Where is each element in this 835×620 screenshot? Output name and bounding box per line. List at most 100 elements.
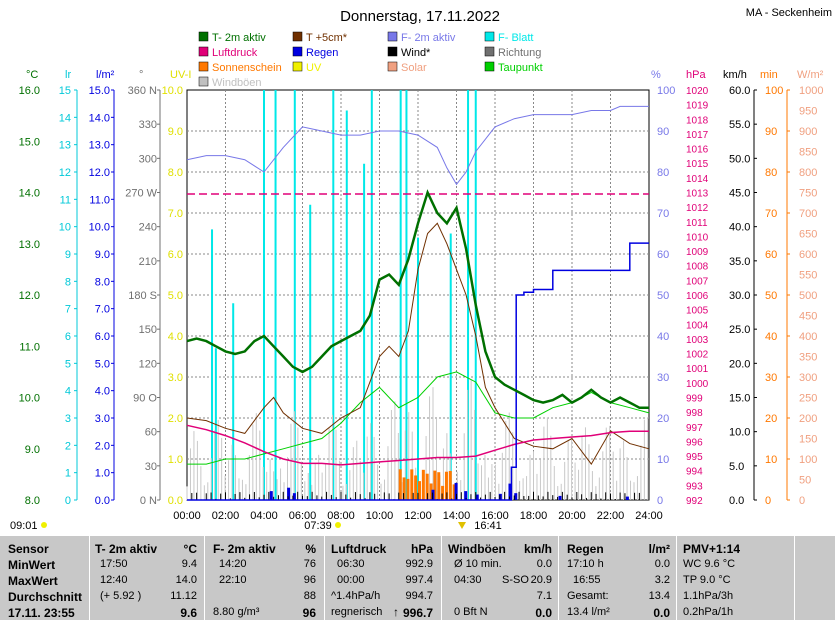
axis-tick-label: 40	[765, 331, 777, 343]
sunshine-bar	[425, 473, 429, 500]
chart-title: Donnerstag, 17.11.2022	[340, 8, 500, 25]
axis-tick-label: 6.0	[168, 249, 183, 261]
axis-tick-label: 330	[139, 119, 157, 131]
legend-label: Sonnenschein	[212, 62, 282, 74]
legend-label: Regen	[306, 47, 338, 59]
axis-tick-label: 700	[799, 208, 817, 220]
axis-tick-label: 1000	[686, 379, 709, 390]
axis-tick-label: 100	[657, 85, 675, 97]
axis-tick-label: 750	[799, 188, 817, 200]
row-label-max: MaxWert	[8, 574, 58, 588]
x-tick-label: 12:00	[404, 510, 432, 522]
sunshine-bar	[402, 477, 406, 500]
t2m-unit: °C	[183, 542, 197, 556]
legend-swatch	[484, 46, 495, 57]
axis-tick-label: 10	[765, 454, 777, 466]
legend-label: Taupunkt	[498, 62, 543, 74]
axis-tick-label: 40	[657, 331, 669, 343]
axis-tick-label: 10.0	[729, 427, 750, 439]
summary-table: Sensor MinWert MaxWert Durchschnitt 17.1…	[0, 536, 835, 620]
f2m-header: F- 2m aktiv	[213, 542, 276, 556]
t2m-column: T- 2m aktiv °C 17:50 9.4 12:40 14.0 (+ 5…	[90, 536, 205, 620]
axis-tick-label: 8.0	[95, 276, 110, 288]
axis-tick-label: 2.0	[168, 413, 183, 425]
axis-tick-label: 8.0	[168, 167, 183, 179]
axis-tick-label: 13.0	[89, 140, 110, 152]
axis-tick-label: 1017	[686, 130, 709, 141]
axis-tick-label: 12	[59, 167, 71, 179]
axis-tick-label: 1009	[686, 247, 709, 258]
luft-current: 996.7	[402, 606, 433, 620]
luft-avg: 994.7	[405, 590, 433, 602]
rain-bar	[508, 483, 512, 500]
axis-tick-label: 0	[765, 495, 771, 507]
axis-unit-label: °C	[26, 69, 38, 81]
series-line-t-5cm-	[186, 222, 650, 466]
legend-swatch	[387, 31, 398, 42]
axis-tick-label: 1003	[686, 335, 709, 346]
legend-swatch	[198, 61, 209, 72]
axis-tick-label: 50.0	[729, 153, 750, 165]
axis-tick-label: 210	[139, 256, 157, 268]
axis-tick-label: 270 W	[125, 188, 157, 200]
regen-r1-label: 17:10 h	[567, 558, 604, 570]
axis-tick-label: 300	[799, 372, 817, 384]
axis-tick-label: 16.0	[19, 85, 40, 97]
f2m-current: 96	[302, 606, 316, 620]
pmv-header: PMV+1:14	[683, 542, 741, 556]
legend-swatch	[198, 31, 209, 42]
axis-tick-label: 350	[799, 352, 817, 364]
sunshine-bar	[452, 484, 456, 500]
sunset-marker-icon	[458, 522, 466, 529]
f2m-avg: 88	[303, 590, 316, 602]
axis-tick-label: 1016	[686, 145, 709, 156]
axis-tick-label: 10.0	[89, 222, 110, 234]
sensor-column: Sensor MinWert MaxWert Durchschnitt 17.1…	[0, 536, 90, 620]
axis-tick-label: 900	[799, 126, 817, 138]
axis-tick-label: 7	[65, 304, 71, 316]
rain-bar	[292, 493, 296, 500]
wind-header: Windböen	[448, 542, 506, 556]
x-tick-label: 16:00	[481, 510, 509, 522]
axis-tick-label: 150	[139, 324, 157, 336]
axis-tick-label: 15.0	[729, 393, 750, 405]
axis-tick-label: 9.0	[168, 126, 183, 138]
regen-header: Regen	[567, 542, 604, 556]
legend-label: Luftdruck	[212, 47, 258, 59]
axis-tick-label: 1005	[686, 306, 709, 317]
axis-tick-label: 30	[765, 372, 777, 384]
legend-label: UV	[306, 62, 322, 74]
t2m-min: 9.4	[181, 558, 197, 570]
legend-label: Wind*	[401, 47, 431, 59]
x-tick-label: 22:00	[597, 510, 625, 522]
f2m-min: 76	[303, 558, 316, 570]
axis-tick-label: 15.0	[89, 85, 110, 97]
axis-tick-label: 14	[59, 112, 71, 124]
windboen-column: Windböen km/h Ø 10 min. 0.0 04:30 S-SO 2…	[442, 536, 559, 620]
axis-tick-label: 13	[59, 140, 71, 152]
legend-label: F- Blatt	[498, 32, 533, 44]
arrow-up-icon: ↑	[393, 605, 399, 619]
axis-tick-label: 9.0	[95, 249, 110, 261]
t2m-avg: 11.12	[170, 590, 197, 602]
pmv-wc: WC 9.6 °C	[683, 558, 736, 570]
sunshine-bar	[414, 475, 418, 500]
axis-unit-label: lr	[65, 69, 71, 81]
axis-unit-label: l/m²	[96, 69, 115, 81]
axis-tick-label: 950	[799, 106, 817, 118]
axis-tick-label: 90 O	[133, 393, 157, 405]
axis-tick-label: 80	[657, 167, 669, 179]
wind-current-bft: 0 Bft N	[454, 606, 488, 618]
wind-avg: 0.0	[536, 558, 552, 570]
axis-tick-label: 650	[799, 229, 817, 241]
axis-tick-label: 180 S	[128, 290, 157, 302]
axis-tick-label: 12.0	[89, 167, 110, 179]
axis-tick-label: 45.0	[729, 188, 750, 200]
luft-min-time: 06:30	[337, 558, 365, 570]
t2m-max: 14.0	[175, 574, 197, 586]
row-label-avg: Durchschnitt	[8, 590, 83, 604]
x-axis: 00:00 02:00 04:00 06:00 08:00 10:00 12:00 14:00…	[10, 510, 663, 532]
sunshine-bar	[406, 478, 410, 500]
luftdruck-column: Luftdruck hPa 06:30 992.9 00:00 997.4 ^1…	[325, 536, 442, 620]
axis-tick-label: 0	[799, 495, 805, 507]
